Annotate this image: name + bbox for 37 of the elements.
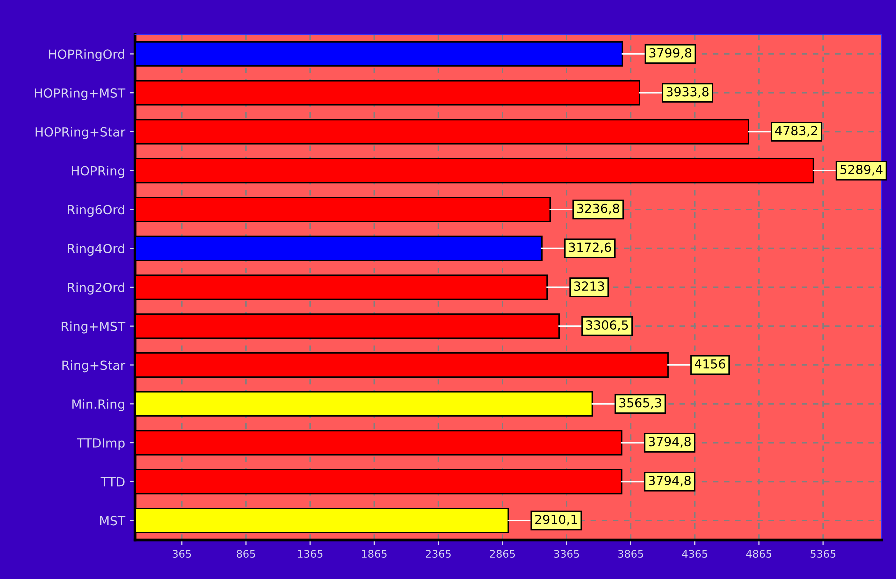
data-label: 5289,4 <box>840 165 883 176</box>
x-tick-label: 3365 <box>554 550 580 558</box>
data-label: 2910,1 <box>536 514 578 526</box>
y-tick-label: MST <box>100 516 126 526</box>
x-tick-label: 865 <box>236 550 256 558</box>
x-tick-label: 1365 <box>298 550 323 558</box>
y-tick-label: TTD <box>100 478 125 487</box>
data-label: 3306,5 <box>586 320 628 332</box>
data-label: 3933,8 <box>666 87 709 98</box>
y-tick-label: HOPRing+MST <box>35 88 126 100</box>
x-tick-label: 2865 <box>490 550 516 558</box>
data-label: 3794,8 <box>649 437 691 448</box>
x-tick-label: 365 <box>172 550 192 558</box>
y-tick-label: Ring4Ord <box>68 244 124 256</box>
y-tick-label: Ring+Star <box>62 360 126 373</box>
y-tick-label: Min.Ring <box>72 399 124 412</box>
x-tick-label: 3865 <box>618 550 644 558</box>
data-label: 3172,6 <box>569 242 612 254</box>
data-label: 3565,3 <box>620 398 662 410</box>
data-label: 3213 <box>574 282 604 292</box>
x-tick-label: 5365 <box>810 550 836 558</box>
y-tick-label: Ring+MST <box>62 322 126 334</box>
y-tick-label: Ring6Ord <box>68 204 124 218</box>
x-tick-label: 4865 <box>746 550 772 558</box>
x-tick-label: 2365 <box>426 550 451 558</box>
data-label: 3236,8 <box>577 204 620 215</box>
y-tick-label: HOPRing <box>72 166 124 178</box>
data-label: 3794,8 <box>649 476 691 487</box>
x-tick-label: 4365 <box>682 550 708 558</box>
y-tick-label: HOPRing+Star <box>36 127 126 140</box>
x-tick-label: 1865 <box>362 550 387 558</box>
data-label: 4783,2 <box>775 126 818 137</box>
y-tick-label: HOPRingOrd <box>49 49 124 62</box>
y-tick-label: TTDImp <box>77 438 125 450</box>
data-label: 3799,8 <box>650 48 692 60</box>
data-label: 4156 <box>695 359 726 369</box>
y-tick-label: Ring2Ord <box>68 282 124 295</box>
